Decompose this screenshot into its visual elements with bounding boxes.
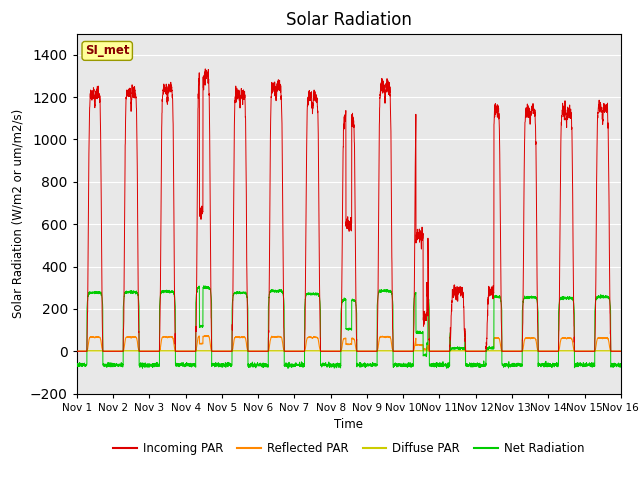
Y-axis label: Solar Radiation (W/m2 or um/m2/s): Solar Radiation (W/m2 or um/m2/s) — [12, 109, 24, 318]
Title: Solar Radiation: Solar Radiation — [286, 11, 412, 29]
Legend: Incoming PAR, Reflected PAR, Diffuse PAR, Net Radiation: Incoming PAR, Reflected PAR, Diffuse PAR… — [109, 437, 589, 460]
Text: SI_met: SI_met — [85, 44, 129, 58]
X-axis label: Time: Time — [334, 418, 364, 431]
